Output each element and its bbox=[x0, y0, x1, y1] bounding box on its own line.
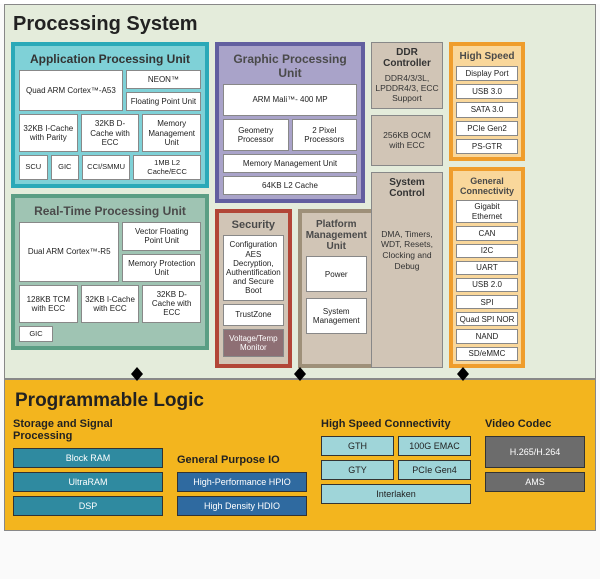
genconn-item: NAND bbox=[456, 329, 518, 343]
pl-storage-title: Storage and Signal Processing bbox=[13, 418, 163, 442]
arrow-icon bbox=[294, 367, 306, 381]
pl-gpio-col: General Purpose IO High-Performance HPIO… bbox=[177, 418, 307, 520]
apu-icache: 32KB I-Cache with Parity bbox=[19, 114, 78, 152]
gpu-mmu: Memory Management Unit bbox=[223, 154, 357, 173]
processing-system-title: Processing System bbox=[13, 13, 587, 36]
ps-grid: Application Processing Unit Quad ARM Cor… bbox=[11, 42, 589, 368]
genconn-item: I2C bbox=[456, 244, 518, 258]
gpu-block: Graphic Processing Unit ARM Mali™- 400 M… bbox=[215, 42, 365, 203]
apu-quad-arm: Quad ARM Cortex™-A53 bbox=[19, 70, 123, 111]
genconn-item: SPI bbox=[456, 295, 518, 309]
highspeed-title: High Speed bbox=[456, 49, 518, 66]
apu-neon: NEON™ bbox=[126, 70, 201, 89]
gpu-title: Graphic Processing Unit bbox=[223, 50, 357, 84]
gpu-pixel: 2 Pixel Processors bbox=[292, 119, 358, 151]
security-block: Security Configuration AES Decryption, A… bbox=[215, 209, 292, 367]
pl-gpio-item: High-Performance HPIO bbox=[177, 472, 307, 492]
apu-cci: CCI/SMMU bbox=[82, 155, 130, 180]
gpu-geom: Geometry Processor bbox=[223, 119, 289, 151]
security-voltemp: Voltage/Temp Monitor bbox=[223, 329, 284, 357]
rpu-title: Real-Time Processing Unit bbox=[19, 202, 201, 222]
rpu-vfpu: Vector Floating Point Unit bbox=[122, 222, 201, 250]
ddr-body: DDR4/3/3L, LPDDR4/3, ECC Support bbox=[375, 73, 439, 104]
rpu-gic: GIC bbox=[19, 326, 53, 343]
processing-system-region: Processing System Application Processing… bbox=[4, 4, 596, 379]
ddr-block: DDR Controller DDR4/3/3L, LPDDR4/3, ECC … bbox=[371, 42, 443, 109]
pl-codec-title: Video Codec bbox=[485, 418, 585, 430]
pmu-block: Platform Management Unit Power System Ma… bbox=[298, 209, 375, 367]
rpu-dual-arm: Dual ARM Cortex™-R5 bbox=[19, 222, 119, 282]
apu-dcache: 32KB D-Cache with ECC bbox=[81, 114, 140, 152]
pl-hsc-col: High Speed Connectivity GTH100G EMACGTYP… bbox=[321, 418, 471, 520]
apu-scu: SCU bbox=[19, 155, 48, 180]
sysctl-title: System Control bbox=[375, 177, 439, 199]
interconnect-arrows bbox=[5, 367, 595, 381]
pl-hsc-item: GTH bbox=[321, 436, 394, 456]
genconn-item: UART bbox=[456, 261, 518, 275]
highspeed-item: USB 3.0 bbox=[456, 84, 518, 99]
genconn-item: Quad SPI NOR bbox=[456, 312, 518, 326]
pl-storage-col: Storage and Signal Processing Block RAM U… bbox=[13, 418, 163, 520]
pl-hsc-item: GTY bbox=[321, 460, 394, 480]
genconn-block: General Connectivity Gigabit Ethernet CAN… bbox=[449, 167, 525, 368]
genconn-item: CAN bbox=[456, 226, 518, 240]
apu-l2: 1MB L2 Cache/ECC bbox=[133, 155, 201, 180]
pl-hsc-title: High Speed Connectivity bbox=[321, 418, 471, 430]
pl-codec-item: H.265/H.264 bbox=[485, 436, 585, 468]
ocm-body: 256KB OCM with ECC bbox=[375, 130, 439, 151]
pmu-title: Platform Management Unit bbox=[306, 217, 367, 256]
rpu-icache: 32KB I-Cache with ECC bbox=[81, 285, 140, 323]
security-tz: TrustZone bbox=[223, 304, 284, 326]
genconn-item: USB 2.0 bbox=[456, 278, 518, 292]
ocm-block: 256KB OCM with ECC bbox=[371, 115, 443, 166]
security-cfg: Configuration AES Decryption, Authentifi… bbox=[223, 235, 284, 300]
pl-codec-col: Video Codec H.265/H.264 AMS bbox=[485, 418, 585, 520]
pl-gpio-title: General Purpose IO bbox=[177, 454, 307, 466]
pl-codec-item: AMS bbox=[485, 472, 585, 492]
highspeed-item: PCIe Gen2 bbox=[456, 121, 518, 136]
rpu-dcache: 32KB D-Cache with ECC bbox=[142, 285, 201, 323]
pl-hsc-item: PCIe Gen4 bbox=[398, 460, 471, 480]
apu-fpu: Floating Point Unit bbox=[126, 92, 201, 111]
apu-mmu: Memory Management Unit bbox=[142, 114, 201, 152]
pl-storage-item: Block RAM bbox=[13, 448, 163, 468]
ddr-title: DDR Controller bbox=[375, 47, 439, 69]
rpu-tcm: 128KB TCM with ECC bbox=[19, 285, 78, 323]
gpu-mali: ARM Mali™- 400 MP bbox=[223, 84, 357, 116]
genconn-title: General Connectivity bbox=[456, 174, 518, 200]
apu-title: Application Processing Unit bbox=[19, 50, 201, 70]
sysctl-block: System Control DMA, Timers, WDT, Resets,… bbox=[371, 172, 443, 368]
highspeed-item: Display Port bbox=[456, 66, 518, 81]
pl-storage-item: UltraRAM bbox=[13, 472, 163, 492]
rpu-mpu: Memory Protection Unit bbox=[122, 254, 201, 282]
pmu-power: Power bbox=[306, 256, 367, 292]
pmu-sysmgmt: System Management bbox=[306, 298, 367, 334]
apu-gic: GIC bbox=[51, 155, 80, 180]
pl-title: Programmable Logic bbox=[15, 390, 585, 412]
genconn-item: Gigabit Ethernet bbox=[456, 200, 518, 223]
programmable-logic-region: Programmable Logic Storage and Signal Pr… bbox=[4, 379, 596, 531]
pl-hsc-item: Interlaken bbox=[321, 484, 471, 504]
pl-hsc-item: 100G EMAC bbox=[398, 436, 471, 456]
highspeed-item: SATA 3.0 bbox=[456, 102, 518, 117]
gpu-l2: 64KB L2 Cache bbox=[223, 176, 357, 195]
pl-storage-item: DSP bbox=[13, 496, 163, 516]
highspeed-item: PS-GTR bbox=[456, 139, 518, 154]
arrow-icon bbox=[457, 367, 469, 381]
highspeed-block: High Speed Display Port USB 3.0 SATA 3.0 PC… bbox=[449, 42, 525, 161]
genconn-item: SD/eMMC bbox=[456, 347, 518, 361]
rpu-block: Real-Time Processing Unit Dual ARM Corte… bbox=[11, 194, 209, 350]
arrow-icon bbox=[131, 367, 143, 381]
security-title: Security bbox=[223, 217, 284, 235]
pl-gpio-item: High Density HDIO bbox=[177, 496, 307, 516]
apu-block: Application Processing Unit Quad ARM Cor… bbox=[11, 42, 209, 188]
sysctl-body: DMA, Timers, WDT, Resets, Clocking and D… bbox=[375, 229, 439, 272]
